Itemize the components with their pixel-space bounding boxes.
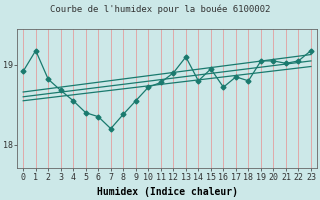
Text: Courbe de l'humidex pour la bouée 6100002: Courbe de l'humidex pour la bouée 610000…: [50, 4, 270, 14]
X-axis label: Humidex (Indice chaleur): Humidex (Indice chaleur): [97, 187, 237, 197]
